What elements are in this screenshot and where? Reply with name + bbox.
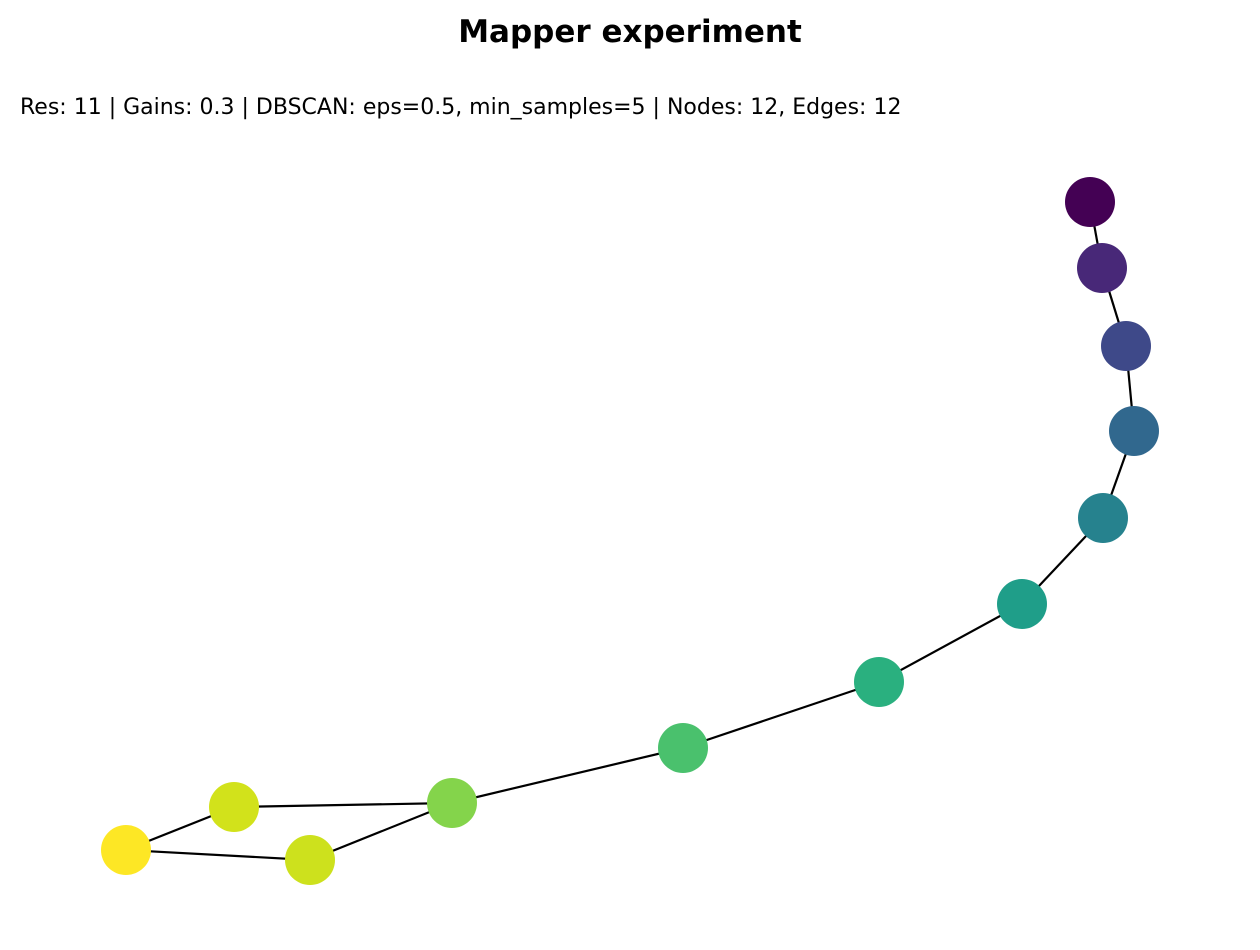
graph-edge	[451, 746, 684, 805]
graph-node	[997, 579, 1047, 629]
graph-node	[1065, 177, 1115, 227]
graph-edge	[682, 680, 880, 750]
nodes-layer	[101, 177, 1159, 885]
graph-node	[854, 657, 904, 707]
graph-edge	[233, 801, 453, 809]
edges-layer	[125, 201, 1136, 862]
graph-node	[427, 778, 477, 828]
graph-node	[285, 835, 335, 885]
parameters-subtitle: Res: 11 | Gains: 0.3 | DBSCAN: eps=0.5, …	[20, 95, 902, 120]
graph-node	[1101, 321, 1151, 371]
graph-node	[1077, 243, 1127, 293]
graph-edge	[878, 603, 1023, 683]
graph-edge	[309, 801, 453, 862]
graph-node	[101, 825, 151, 875]
graph-node	[1109, 406, 1159, 456]
graph-node	[209, 782, 259, 832]
chart-title: Mapper experiment	[458, 14, 802, 50]
graph-node	[658, 723, 708, 773]
graph-edge	[125, 848, 311, 862]
graph-node	[1078, 493, 1128, 543]
